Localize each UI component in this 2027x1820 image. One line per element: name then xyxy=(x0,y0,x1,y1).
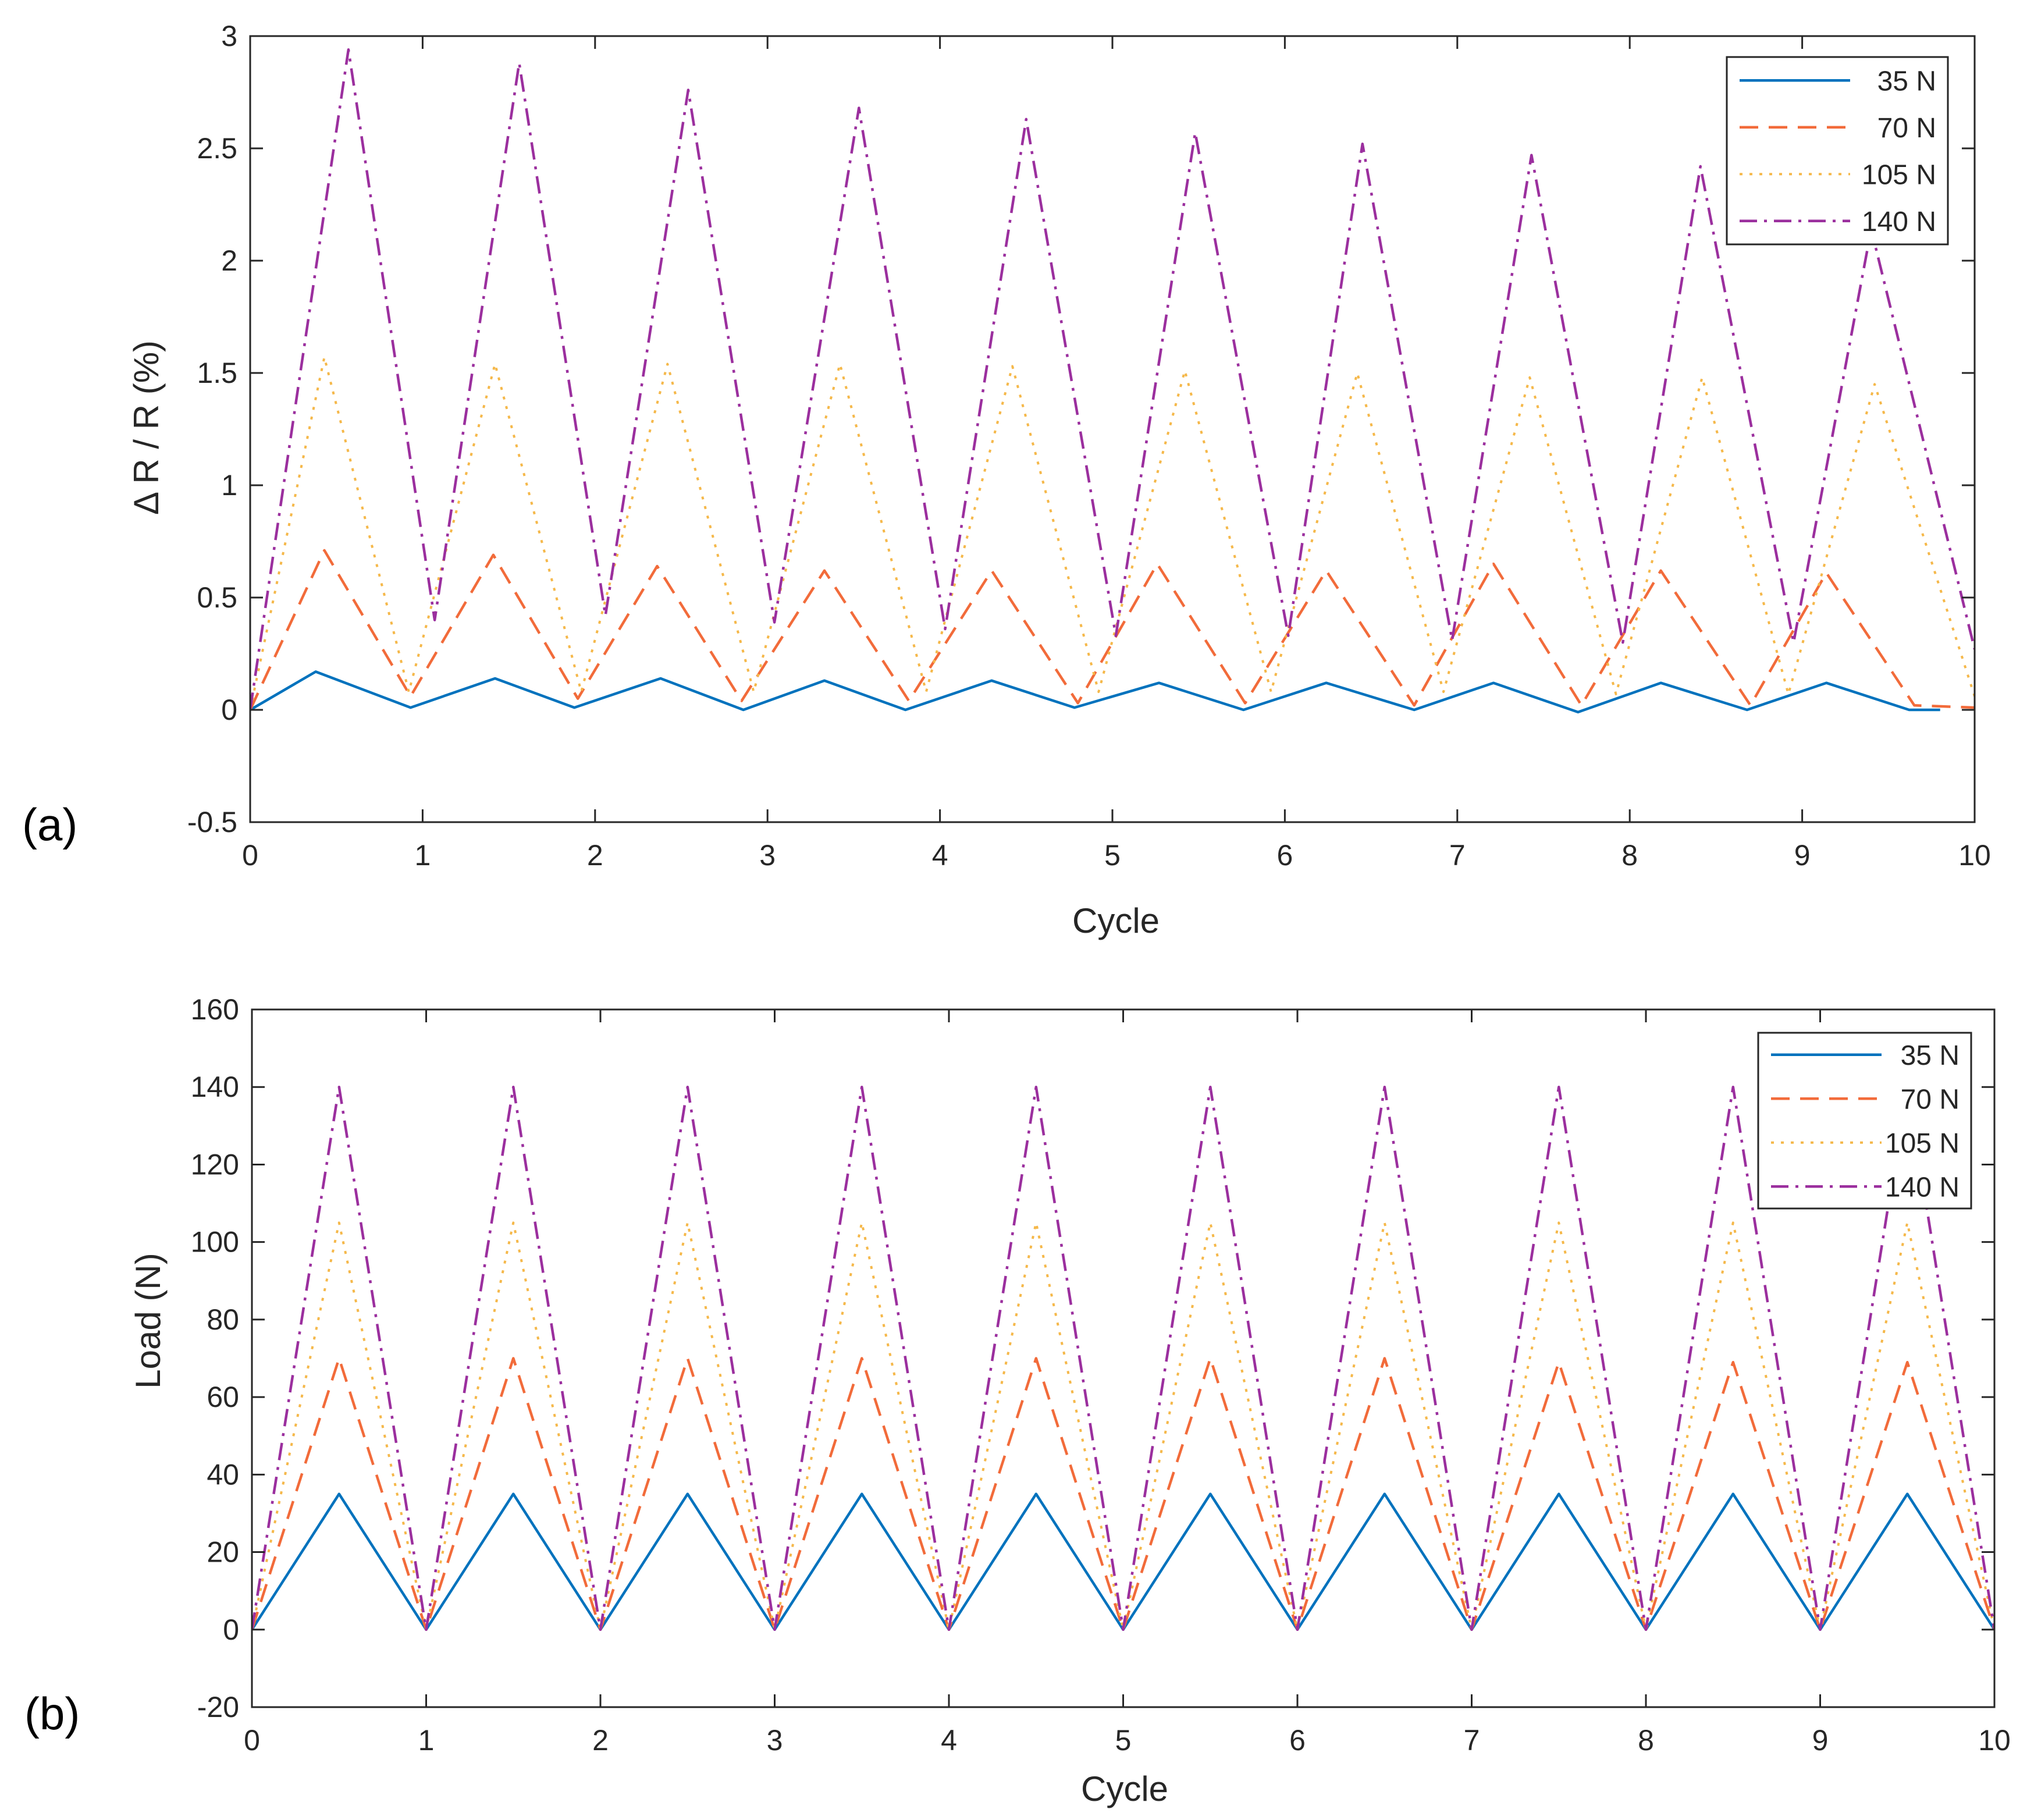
legend-entry-label: 105 N xyxy=(1862,159,1936,190)
x-tick-label: 1 xyxy=(418,1724,435,1757)
y-tick-label: 60 xyxy=(207,1381,239,1413)
legend-entry-label: 140 N xyxy=(1862,207,1936,237)
y-tick-label: 80 xyxy=(207,1303,239,1336)
x-tick-label: 8 xyxy=(1638,1724,1654,1757)
y-tick-label: 120 xyxy=(191,1148,239,1181)
legend-entry-label: 105 N xyxy=(1885,1128,1960,1159)
x-tick-label: 4 xyxy=(932,839,948,872)
y-tick-label: 140 xyxy=(191,1071,239,1103)
y-tick-label: 2.5 xyxy=(197,132,237,165)
series-group xyxy=(252,1085,1994,1631)
series-line-140n xyxy=(250,48,1975,710)
x-tick-label: 3 xyxy=(767,1724,783,1757)
y-tick-label: 1.5 xyxy=(197,357,237,389)
series-line-105n xyxy=(252,1221,1994,1631)
series-line-105n xyxy=(250,356,1975,710)
x-axis-label-a: Cycle xyxy=(1072,901,1160,940)
x-tick-label: 9 xyxy=(1812,1724,1829,1757)
y-tick-label: 40 xyxy=(207,1458,239,1491)
x-tick-label: 7 xyxy=(1464,1724,1480,1757)
x-tick-label: 6 xyxy=(1276,839,1293,872)
series-line-70n xyxy=(250,549,1975,710)
x-tick-label: 4 xyxy=(941,1724,957,1757)
legend-entry-label: 35 N xyxy=(1877,66,1936,97)
y-axis-label-b: Load (N) xyxy=(129,1253,168,1388)
y-tick-label: 0.5 xyxy=(197,581,237,614)
x-tick-label: 5 xyxy=(1115,1724,1132,1757)
x-tick-label: 5 xyxy=(1104,839,1121,872)
x-tick-label: 9 xyxy=(1794,839,1811,872)
legend-box xyxy=(1726,56,1949,246)
y-tick-label: 20 xyxy=(207,1536,239,1569)
x-tick-label: 8 xyxy=(1621,839,1638,872)
x-tick-label: 0 xyxy=(244,1724,260,1757)
legend-entry-label: 70 N xyxy=(1877,113,1936,144)
legend-entry-label: 70 N xyxy=(1901,1084,1960,1115)
y-axis-label-a: Δ R / R (%) xyxy=(127,340,166,515)
y-tick-label: 0 xyxy=(221,694,237,726)
x-tick-label: 0 xyxy=(242,839,258,872)
legend-b: 35 N 70 N 105 N 140 N xyxy=(1757,1032,1972,1210)
series-line-140n xyxy=(252,1085,1994,1631)
y-tick-label: -20 xyxy=(197,1691,239,1723)
panel-label-b: (b) xyxy=(24,1688,80,1739)
x-tick-label: 2 xyxy=(587,839,603,872)
x-axis-label-b: Cycle xyxy=(1081,1769,1168,1808)
legend-entry-label: 35 N xyxy=(1901,1040,1960,1071)
y-tick-label: -0.5 xyxy=(187,806,237,838)
panel-label-a: (a) xyxy=(22,799,77,850)
y-tick-label: 2 xyxy=(221,244,237,277)
y-tick-label: 100 xyxy=(191,1226,239,1259)
series-group xyxy=(250,48,1975,714)
chart-panel-a: 0 1 2 3 4 5 6 7 8 9 10-0.500.511.522.53 35 N70 N10… xyxy=(22,20,1991,940)
y-tick-label: 1 xyxy=(221,469,237,502)
plot-area-a: 0 1 2 3 4 5 6 7 8 9 10-0.500.511.522.53 xyxy=(187,20,1991,872)
legend-entry-label: 140 N xyxy=(1885,1172,1960,1203)
y-tick-label: 0 xyxy=(223,1613,239,1646)
x-tick-label: 10 xyxy=(1958,839,1991,872)
x-tick-label: 6 xyxy=(1289,1724,1306,1757)
series-line-35n xyxy=(250,670,1940,714)
y-tick-label: 3 xyxy=(221,20,237,52)
x-tick-label: 10 xyxy=(1978,1724,2011,1757)
x-tick-label: 3 xyxy=(759,839,776,872)
x-tick-label: 2 xyxy=(592,1724,609,1757)
x-tick-label: 7 xyxy=(1449,839,1466,872)
y-tick-label: 160 xyxy=(191,993,239,1026)
x-tick-label: 1 xyxy=(414,839,431,872)
legend-box xyxy=(1757,1032,1972,1210)
legend-a: 35 N 70 N 105 N 140 N xyxy=(1726,56,1949,246)
